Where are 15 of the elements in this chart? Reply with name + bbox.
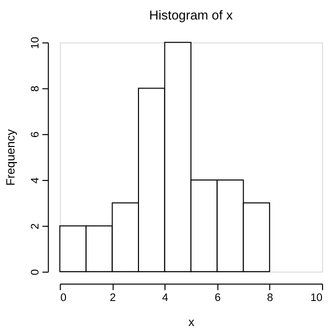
x-tick-label: 8 <box>267 292 274 304</box>
x-tick-label: 10 <box>310 292 323 304</box>
y-tick-label: 0 <box>29 269 42 276</box>
y-axis-title: Frequency <box>3 129 18 186</box>
y-tick-label: 4 <box>29 177 42 184</box>
x-tick-label: 0 <box>60 292 66 304</box>
y-tick-label: 8 <box>29 86 42 92</box>
x-tick-label: 2 <box>110 292 116 304</box>
chart-title: Histogram of x <box>149 7 234 22</box>
x-axis-title: x <box>188 315 194 330</box>
x-tick-label: 4 <box>162 292 168 304</box>
x-tick-label: 6 <box>214 292 221 304</box>
y-tick-label: 6 <box>29 132 42 138</box>
y-tick-label: 2 <box>29 223 42 230</box>
y-tick-label: 10 <box>29 36 42 49</box>
